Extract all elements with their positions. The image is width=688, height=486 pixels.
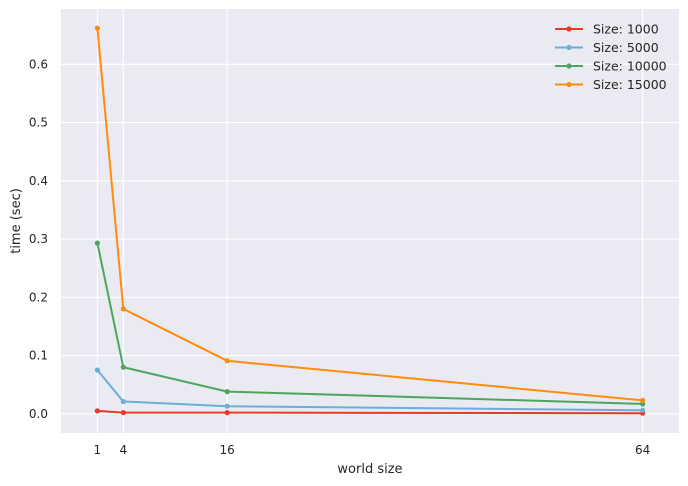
y-axis-label: time (sec) <box>9 188 24 254</box>
legend-marker <box>566 44 572 51</box>
series-line-3 <box>96 28 643 402</box>
legend-marker <box>566 26 572 32</box>
data-point <box>94 367 100 373</box>
data-point <box>120 364 126 370</box>
x-axis-label: world size <box>337 462 402 477</box>
data-point <box>224 358 230 364</box>
data-point <box>224 410 230 416</box>
plot-area <box>61 9 679 433</box>
series-line-0 <box>97 409 643 415</box>
data-point <box>640 407 646 413</box>
y-tick-label: 0.6 <box>29 57 48 71</box>
y-tick-label: 0.2 <box>29 290 48 304</box>
data-point <box>120 306 126 312</box>
x-tick-label: 1 <box>94 443 102 457</box>
legend-label: Size: 1000 <box>593 22 659 37</box>
x-tick-label: 16 <box>220 443 235 457</box>
series-line-2 <box>96 242 643 405</box>
data-point <box>94 25 100 31</box>
data-point <box>640 397 646 403</box>
legend-label: Size: 10000 <box>593 59 667 74</box>
data-point <box>120 398 126 405</box>
data-point <box>224 389 230 395</box>
data-point <box>94 240 100 246</box>
y-tick-label: 0.3 <box>29 232 48 246</box>
x-tick-label: 64 <box>635 443 650 457</box>
y-tick-labels: 0.0 0.1 0.2 0.3 0.4 0.5 0.6 <box>29 57 48 420</box>
legend-label: Size: 5000 <box>593 40 659 55</box>
data-point <box>94 408 100 414</box>
data-point <box>120 410 126 416</box>
legend-marker <box>566 81 572 88</box>
y-tick-label: 0.0 <box>29 407 48 421</box>
y-tick-label: 0.5 <box>29 116 48 130</box>
x-tick-labels: 1 4 16 64 <box>94 443 651 457</box>
y-tick-label: 0.4 <box>29 174 48 188</box>
data-point <box>224 403 230 409</box>
legend-marker <box>566 63 572 69</box>
x-tick-label: 4 <box>119 443 127 457</box>
legend-label: Size: 15000 <box>593 77 667 92</box>
series-line-1 <box>96 369 643 412</box>
y-tick-label: 0.1 <box>29 349 48 363</box>
series-lines <box>94 25 646 416</box>
legend: Size: 1000 Size: 5000 Size: 10000 Size: 150… <box>555 22 667 92</box>
